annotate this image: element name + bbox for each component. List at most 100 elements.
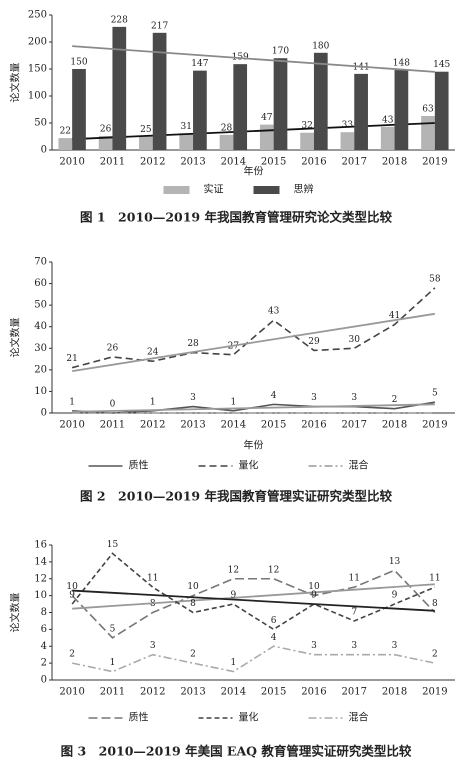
data-label: 3 (150, 641, 156, 651)
x-tick-label: 2012 (140, 687, 165, 698)
y-axis-label: 论文数量 (9, 318, 22, 358)
data-label: 28 (187, 339, 199, 349)
x-tick-label: 2011 (100, 157, 125, 168)
data-label: 4 (271, 633, 277, 643)
y-tick-label: 40 (34, 321, 47, 332)
trend-line (72, 403, 435, 413)
data-label: 3 (311, 641, 317, 651)
data-label: 11 (147, 574, 158, 584)
legend-label: 量化 (239, 711, 259, 724)
bar (139, 136, 153, 150)
data-label: 4 (271, 391, 277, 401)
x-tick-label: 2014 (221, 687, 246, 698)
line (71, 287, 436, 369)
trend-line (72, 583, 435, 610)
y-tick-label: 70 (34, 257, 47, 268)
x-tick-label: 2017 (342, 420, 367, 431)
bar (233, 64, 248, 150)
x-tick-label: 2018 (382, 687, 407, 698)
bar (273, 58, 288, 151)
data-label: 31 (180, 122, 191, 132)
y-tick-label: 12 (34, 573, 47, 584)
data-label: 26 (100, 124, 112, 134)
x-tick-label: 2019 (422, 687, 447, 698)
y-tick-label: 4 (41, 641, 47, 652)
trend-line (72, 45, 435, 73)
legend-label: 思辨 (294, 183, 314, 196)
bar (72, 69, 86, 150)
y-tick-label: 30 (34, 343, 47, 354)
data-label: 24 (147, 348, 159, 358)
data-label: 3 (311, 393, 317, 403)
data-label: 9 (311, 591, 317, 601)
legend-swatch (253, 186, 280, 194)
data-label: 145 (433, 60, 450, 70)
data-label: 3 (190, 393, 196, 403)
data-label: 5 (432, 389, 438, 399)
bar (193, 70, 207, 150)
data-label: 30 (349, 335, 361, 345)
bar (179, 133, 194, 150)
data-label: 28 (221, 123, 233, 133)
legend-label: 混合 (349, 711, 369, 724)
x-tick-label: 2018 (382, 157, 407, 168)
data-label: 1 (69, 397, 75, 407)
trend-line (72, 589, 435, 612)
bar (58, 138, 73, 150)
data-label: 2 (69, 650, 75, 660)
x-tick-label: 2012 (140, 420, 165, 431)
data-label: 12 (228, 565, 239, 575)
y-axis-label: 论文数量 (9, 593, 22, 633)
caption: 图 2 2010—2019 年我国教育管理实证研究类型比较 (80, 489, 392, 504)
data-label: 22 (60, 127, 71, 137)
data-label: 10 (187, 582, 199, 592)
data-label: 9 (69, 591, 75, 601)
y-tick-label: 14 (34, 556, 47, 567)
y-tick-label: 0 (41, 675, 47, 686)
bar (421, 115, 435, 150)
x-tick-label: 2015 (261, 420, 286, 431)
x-axis-label: 年份 (244, 165, 264, 178)
data-label: 150 (70, 58, 87, 68)
x-tick-label: 2010 (59, 687, 84, 698)
bar (394, 70, 409, 150)
bar (434, 71, 449, 150)
data-label: 41 (389, 311, 400, 321)
data-label: 10 (66, 582, 78, 592)
data-label: 11 (429, 574, 440, 584)
legend-label: 实证 (204, 183, 224, 196)
y-axis-label: 论文数量 (9, 63, 22, 103)
bar (219, 134, 234, 150)
y-tick-label: 50 (34, 300, 47, 311)
data-label: 6 (271, 616, 277, 626)
data-label: 7 (351, 607, 357, 617)
x-tick-label: 2011 (100, 420, 125, 431)
y-tick-label: 200 (28, 37, 47, 48)
data-label: 2 (432, 650, 438, 660)
x-tick-label: 2010 (59, 420, 84, 431)
x-tick-label: 2010 (59, 157, 84, 168)
y-tick-label: 50 (34, 118, 47, 129)
y-tick-label: 10 (34, 386, 47, 397)
x-axis-label: 年份 (244, 439, 264, 452)
bar (300, 132, 314, 150)
data-label: 1 (230, 658, 236, 668)
y-tick-label: 10 (34, 590, 47, 601)
data-label: 1 (230, 397, 236, 407)
data-label: 63 (422, 104, 434, 114)
data-label: 29 (308, 337, 320, 347)
data-label: 11 (349, 574, 360, 584)
y-tick-label: 16 (34, 540, 47, 551)
data-label: 58 (429, 274, 441, 284)
x-tick-label: 2019 (422, 157, 447, 168)
legend-label: 质性 (129, 711, 149, 724)
legend-label: 质性 (129, 459, 149, 472)
data-label: 15 (107, 540, 119, 550)
x-tick-label: 2012 (140, 157, 165, 168)
data-label: 8 (432, 599, 438, 609)
x-tick-label: 2018 (382, 420, 407, 431)
caption: 图 3 2010—2019 年美国 EAQ 教育管理实证研究类型比较 (61, 744, 412, 759)
y-tick-label: 0 (41, 408, 47, 419)
x-tick-label: 2013 (180, 687, 205, 698)
